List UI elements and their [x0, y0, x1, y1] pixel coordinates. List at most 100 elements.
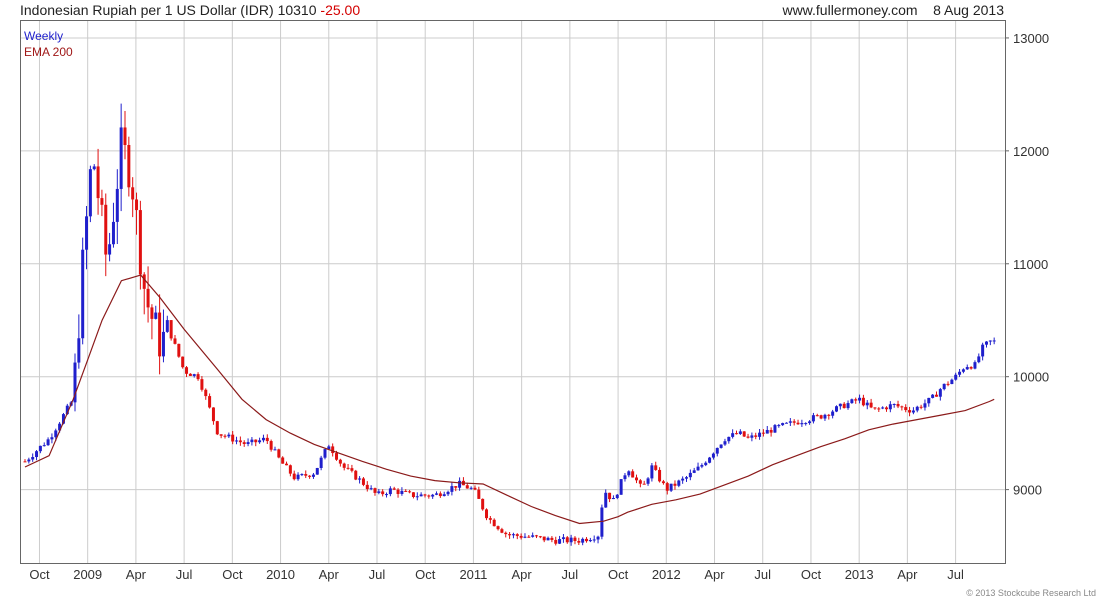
candle-body [819, 415, 823, 419]
candle-body [746, 436, 750, 438]
candle-body [754, 435, 758, 437]
candle-body [861, 397, 865, 406]
candle-body [235, 440, 239, 442]
candle-body [596, 536, 600, 540]
candle-body [373, 488, 377, 493]
candle-body [35, 451, 39, 458]
candle-body [161, 331, 165, 357]
x-tick-label: 2010 [266, 567, 295, 582]
x-tick-label: Oct [222, 567, 243, 582]
x-tick-label: Apr [319, 567, 340, 582]
candle-body [215, 421, 219, 435]
candle-body [238, 440, 242, 443]
candle-body [708, 457, 712, 463]
candle-body [388, 488, 392, 495]
candle-body [31, 457, 35, 460]
candle-body [758, 432, 762, 437]
x-tick-label: Jul [562, 567, 579, 582]
candle-body [973, 362, 977, 369]
candle-body [88, 169, 92, 217]
ema-line-group [24, 274, 995, 525]
candle-body [815, 415, 819, 417]
candle-body [919, 406, 923, 408]
candle-body [734, 433, 738, 435]
candle-body [342, 463, 346, 468]
candle-body [942, 383, 946, 390]
candle-body [669, 483, 673, 491]
y-tick-label: 9000 [1013, 483, 1042, 498]
candle-body [588, 540, 592, 542]
candle-body [538, 536, 542, 538]
candle-body [711, 453, 715, 458]
candle-body [834, 406, 838, 412]
candle-body [608, 492, 612, 500]
candle-body [146, 288, 150, 308]
candle-body [823, 414, 827, 419]
candle-body [369, 488, 373, 490]
candle-body [61, 414, 65, 424]
candle-body [415, 496, 419, 498]
candle-body [435, 493, 439, 495]
candle-body [111, 221, 115, 245]
legend-ema: EMA 200 [24, 45, 73, 59]
chart-date: 8 Aug 2013 [933, 2, 1004, 18]
candle-body [492, 519, 496, 527]
candle-body [104, 204, 108, 255]
candle-body [177, 343, 181, 357]
candle-body [946, 383, 950, 385]
candle-body [185, 367, 189, 374]
candle-body [550, 537, 554, 540]
candle-body [665, 483, 669, 491]
candle-body [246, 442, 250, 445]
candle-body [23, 461, 27, 463]
candle-body [154, 312, 158, 319]
candle-body [123, 127, 127, 146]
candle-body [38, 445, 42, 452]
candle-body [192, 374, 196, 376]
candle-body [119, 127, 123, 189]
candle-body [723, 441, 727, 445]
candle-body [558, 539, 562, 544]
x-tick-label: Apr [512, 567, 533, 582]
candle-body [523, 536, 527, 538]
candle-body [181, 356, 185, 368]
candle-body [896, 403, 900, 407]
y-axis: 9000 10000 11000 12000 13000 [1005, 31, 1049, 498]
candle-body [504, 532, 508, 535]
candle-body [296, 474, 300, 480]
candle-body [211, 407, 215, 422]
x-tick-label: Jul [947, 567, 964, 582]
candle-body [934, 394, 938, 397]
candle-body [46, 439, 50, 446]
candle-body [227, 434, 231, 437]
candle-body [327, 446, 331, 450]
candle-body [446, 491, 450, 495]
source-url[interactable]: www.fullermoney.com [782, 2, 918, 18]
candle-body [577, 540, 581, 543]
candle-body [115, 188, 119, 222]
candle-body [792, 421, 796, 423]
candle-body [569, 537, 573, 543]
candle-body [619, 479, 623, 495]
candle-body [488, 518, 492, 520]
candle-body [911, 410, 915, 413]
candle-body [627, 471, 631, 476]
candle-body [381, 491, 385, 495]
candle-body [85, 216, 89, 250]
candle-body [869, 402, 873, 408]
gridlines [21, 21, 1005, 563]
y-tick-label: 13000 [1013, 31, 1049, 46]
chart-title: Indonesian Rupiah per 1 US Dollar (IDR) … [20, 2, 360, 18]
candle-body [273, 449, 277, 451]
change-value: -25.00 [320, 2, 361, 18]
candle-body [135, 199, 139, 211]
candle-body [561, 537, 565, 540]
candle-body [542, 536, 546, 541]
candle-body [477, 489, 481, 499]
candle-body [642, 483, 646, 485]
candle-body [281, 457, 285, 464]
legend-weekly: Weekly [24, 29, 64, 43]
candle-body [258, 440, 262, 443]
candle-body [158, 312, 162, 357]
candle-body [331, 446, 335, 454]
